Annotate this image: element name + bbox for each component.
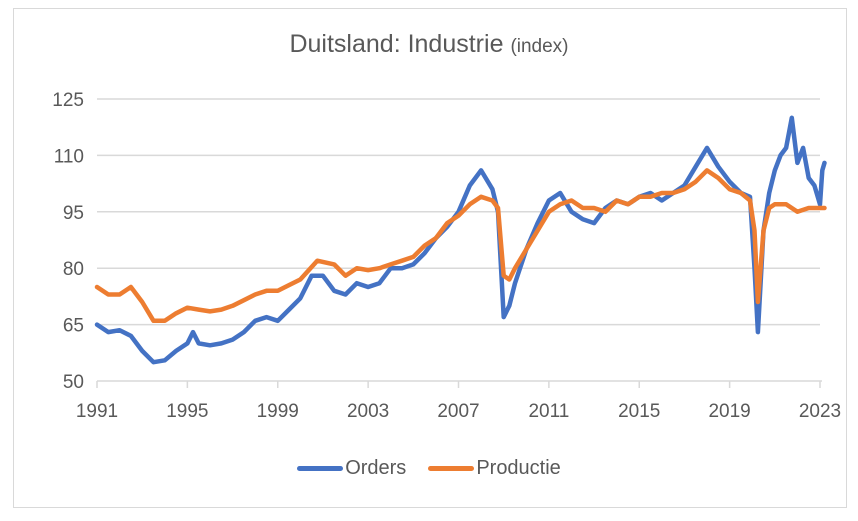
y-tick-label: 50 — [63, 372, 84, 393]
chart-subtitle: (index) — [510, 36, 569, 57]
legend-label-orders: Orders — [345, 457, 407, 479]
y-axis: 125 110 95 80 65 50 — [52, 90, 84, 393]
x-tick-label: 2011 — [528, 401, 569, 422]
legend-swatch-productie — [428, 466, 475, 471]
legend: Orders Productie — [0, 457, 858, 480]
y-tick-label: 110 — [54, 146, 84, 167]
x-tick-label: 1991 — [76, 401, 118, 422]
legend-item-productie: Productie — [428, 457, 561, 480]
y-tick-label: 125 — [52, 90, 84, 111]
x-tick-label: 2023 — [799, 401, 841, 422]
x-tick-label: 2003 — [347, 401, 389, 422]
legend-swatch-orders — [297, 466, 344, 471]
y-tick-label: 95 — [63, 203, 84, 224]
series-line-orders — [94, 115, 827, 365]
x-tick-label: 2019 — [708, 401, 750, 422]
chart-title-text: Duitsland: Industrie — [289, 30, 504, 58]
x-tick-label: 2007 — [437, 401, 479, 422]
legend-label-productie: Productie — [476, 457, 561, 479]
chart-frame — [13, 8, 847, 508]
chart-title: Duitsland: Industrie (index) — [0, 30, 858, 59]
gridlines — [97, 98, 820, 326]
x-axis: 1991 1995 1999 2003 2007 2011 2015 2019 2023 — [76, 380, 841, 422]
legend-item-orders: Orders — [297, 457, 406, 480]
y-tick-label: 80 — [63, 259, 84, 280]
x-tick-label: 1999 — [257, 401, 299, 422]
x-tick-label: 1995 — [166, 401, 208, 422]
y-tick-label: 65 — [63, 316, 84, 337]
series-lines — [94, 115, 827, 365]
series-line-productie — [94, 168, 827, 324]
x-tick-label: 2015 — [618, 401, 660, 422]
